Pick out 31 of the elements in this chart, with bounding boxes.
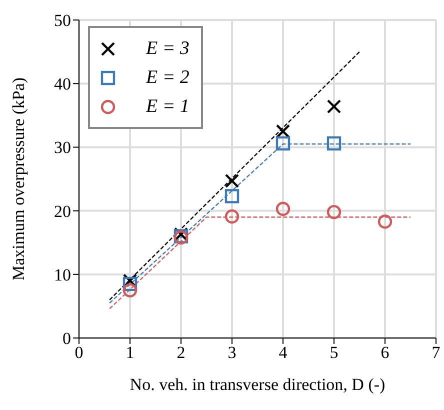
x-tick-label: 6 xyxy=(380,343,390,362)
point xyxy=(224,189,240,204)
x-tick-label: 2 xyxy=(176,343,186,362)
legend-label: E = 3 xyxy=(146,38,190,60)
point xyxy=(378,214,392,229)
y-tick-label: 30 xyxy=(54,138,71,158)
x-tick-label: 0 xyxy=(74,343,84,362)
y-tick-label: 50 xyxy=(54,11,71,30)
x-tick-label: 4 xyxy=(278,343,288,362)
y-tick-label: 0 xyxy=(62,329,71,348)
x-tick-label: 5 xyxy=(330,343,338,362)
point xyxy=(276,124,290,138)
point xyxy=(224,174,240,188)
point xyxy=(326,204,342,220)
x-tick-label: 3 xyxy=(228,343,236,362)
point xyxy=(326,136,342,150)
legend-label: E = 2 xyxy=(146,66,190,88)
point xyxy=(276,202,290,216)
point xyxy=(224,209,240,224)
legend-label: E = 1 xyxy=(146,96,190,118)
y-tick-label: 20 xyxy=(54,202,71,221)
y-axis-title: Maximum overpressure (kPa) xyxy=(9,77,28,281)
x-tick-label: 1 xyxy=(126,343,134,362)
point xyxy=(326,99,342,114)
point xyxy=(122,276,138,292)
y-tick-label: 10 xyxy=(54,265,71,284)
x-axis-title: No. veh. in transverse direction, D (-) xyxy=(130,375,386,394)
y-tick-label: 40 xyxy=(54,74,71,94)
x-tick-label: 7 xyxy=(432,343,441,362)
point xyxy=(276,136,290,150)
point xyxy=(122,283,138,298)
